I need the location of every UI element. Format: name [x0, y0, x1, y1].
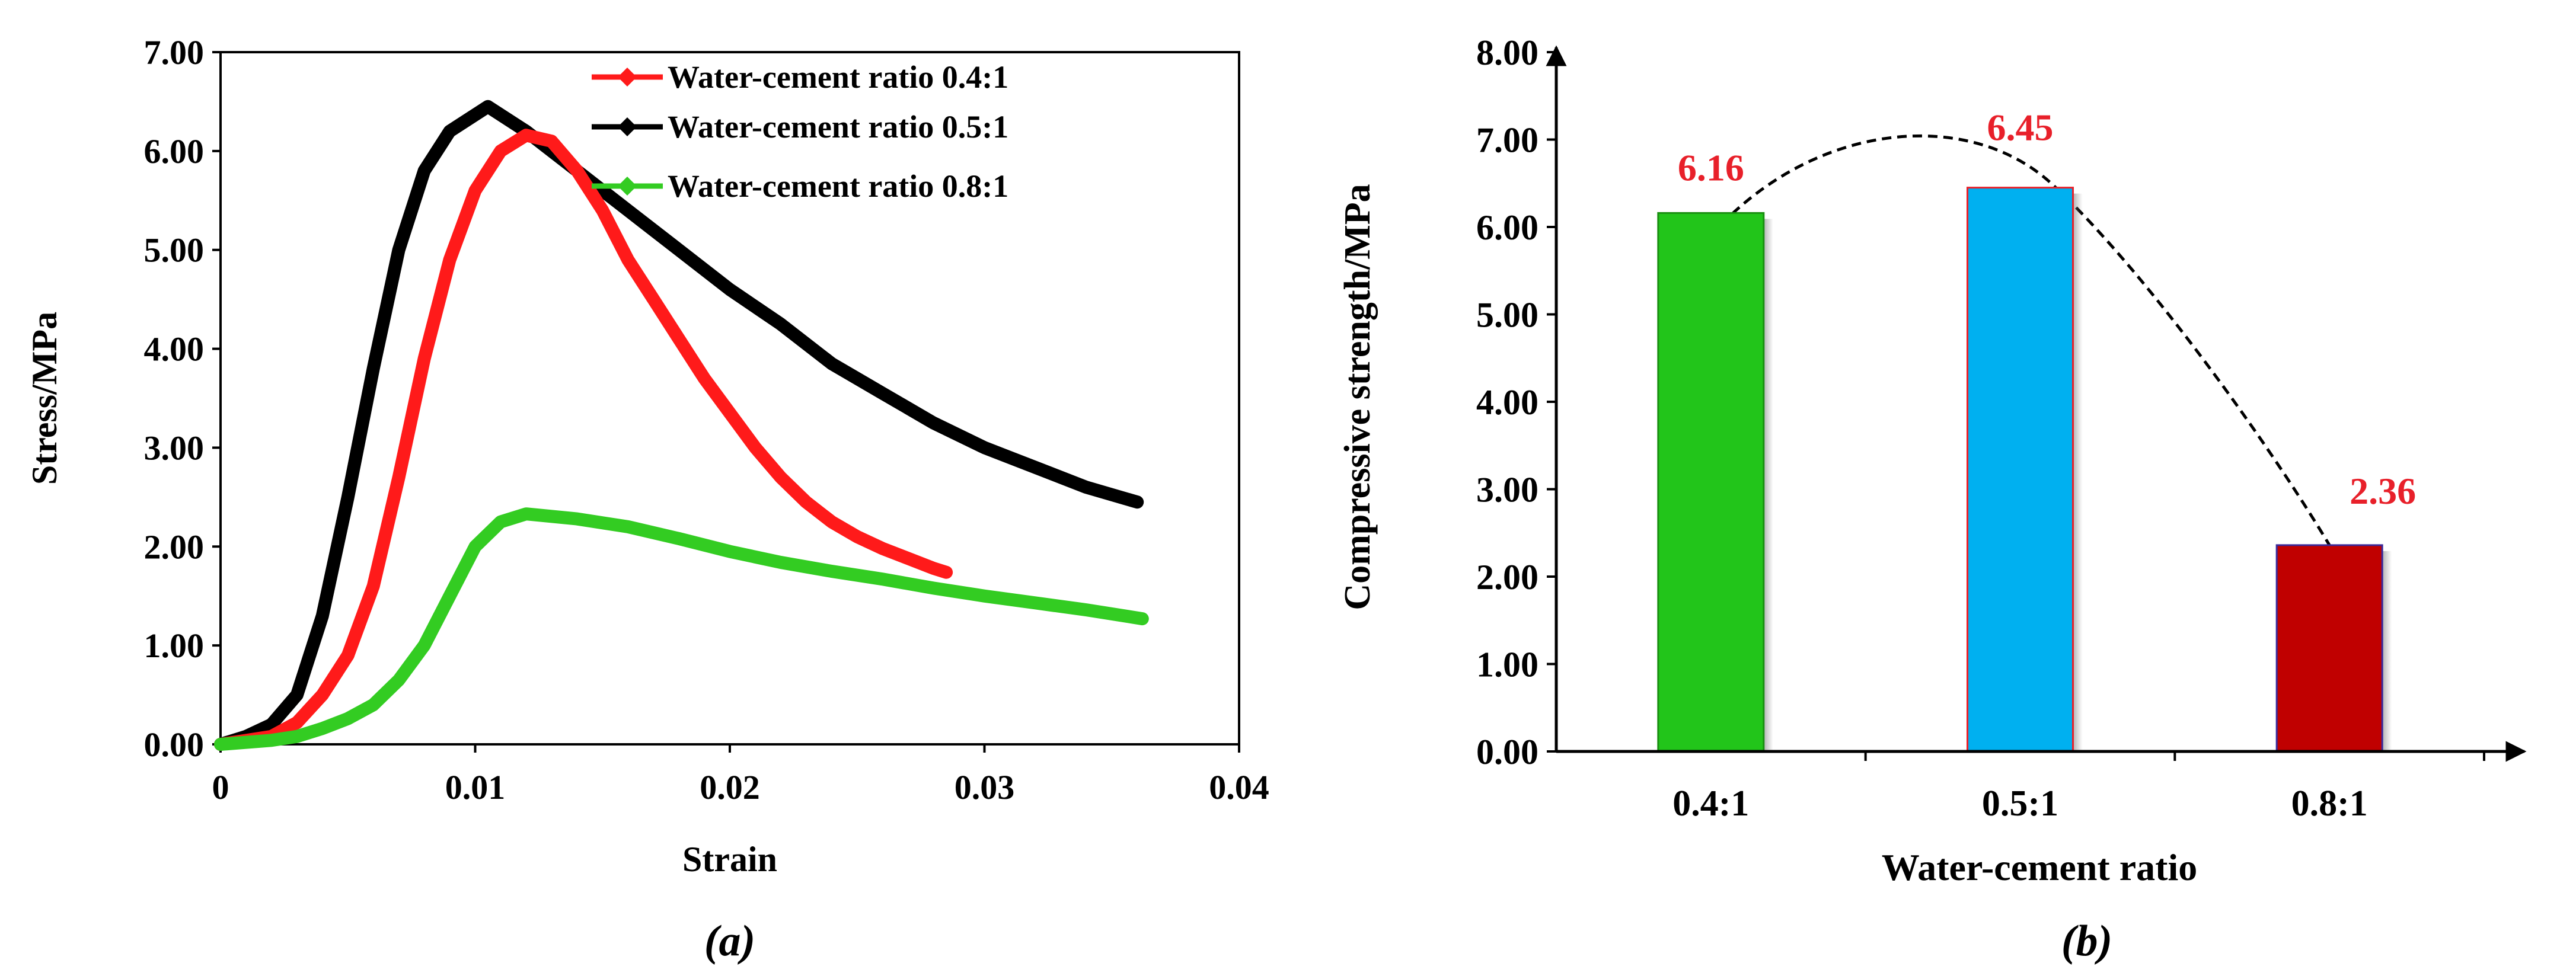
- y-tick-label: 4.00: [1476, 383, 1538, 422]
- y-ticks-a: 0.00 1.00 2.00 3.00 4.00 5.00 6.00 7.00: [144, 33, 221, 764]
- x-tick-label: 0.03: [955, 768, 1015, 807]
- y-tick-label: 5.00: [1476, 296, 1538, 335]
- legend-label: Water-cement ratio 0.4:1: [668, 59, 1008, 95]
- y-axis-title-b: Compressive strength/MPa: [1338, 184, 1378, 610]
- y-tick-label: 7.00: [144, 33, 205, 72]
- y-tick-label: 0.00: [144, 725, 205, 764]
- y-axis-title-a: Stress/MPa: [25, 312, 64, 485]
- y-tick-label: 6.00: [1476, 208, 1538, 247]
- trend-curve-line: [1709, 134, 2331, 546]
- plot-area-a: [219, 51, 1240, 746]
- y-tick-label: 2.00: [1476, 558, 1538, 597]
- y-tick-label: 6.00: [144, 132, 205, 171]
- x-ticks-a: 0 0.01 0.02 0.03 0.04: [212, 744, 1269, 807]
- bar-shadow: [2073, 193, 2083, 751]
- bar-0.4-1: [1657, 212, 1765, 753]
- value-label: 2.36: [2350, 470, 2416, 512]
- legend-marker: [618, 177, 637, 196]
- value-labels-b: 6.16 6.45 2.36: [1678, 107, 2416, 512]
- x-axis-title-a: Strain: [682, 840, 777, 879]
- panel-b: 0.00 1.00 2.00 3.00 4.00 5.00 6.00 7.00 8.00 6.1…: [1338, 33, 2527, 965]
- y-tick-label: 5.00: [144, 231, 205, 270]
- panel-label-b: (b): [2061, 917, 2112, 965]
- legend-entry-1: Water-cement ratio 0.4:1: [592, 59, 1008, 95]
- y-tick-label: 1.00: [1476, 645, 1538, 684]
- y-tick-label: 0.00: [1476, 732, 1538, 772]
- trend-curve: [1709, 134, 2331, 546]
- y-tick-label: 4.00: [144, 330, 205, 369]
- x-axis-title-b: Water-cement ratio: [1882, 846, 2197, 888]
- bars-b: [1657, 187, 2392, 753]
- bar-0.5-1: [1967, 187, 2074, 753]
- series-lines-a: [214, 100, 1149, 751]
- value-label: 6.45: [1987, 107, 2054, 149]
- legend-marker: [618, 117, 637, 136]
- legend-a: Water-cement ratio 0.4:1 Water-cement ra…: [592, 59, 1008, 204]
- panel-a: 0.00 1.00 2.00 3.00 4.00 5.00 6.00 7.00 0 0.01 0.…: [25, 33, 1269, 965]
- x-tick-label: 0: [212, 768, 229, 807]
- series-line-1: [214, 129, 953, 751]
- y-tick-label: 3.00: [144, 428, 205, 467]
- x-tick-label: 0.8:1: [2291, 783, 2368, 824]
- series-line-3: [214, 507, 1149, 751]
- x-ticks-b: 0.4:1 0.5:1 0.8:1: [1672, 751, 2485, 824]
- y-tick-label: 2.00: [144, 527, 205, 566]
- legend-entry-3: Water-cement ratio 0.8:1: [592, 168, 1008, 204]
- value-label: 6.16: [1678, 146, 1744, 188]
- bar-shadow: [2382, 551, 2392, 751]
- y-tick-label: 7.00: [1476, 121, 1538, 160]
- legend-label: Water-cement ratio 0.8:1: [668, 168, 1008, 204]
- y-tick-label: 8.00: [1476, 33, 1538, 72]
- x-tick-label: 0.01: [445, 768, 506, 807]
- x-tick-label: 0.4:1: [1672, 783, 1749, 824]
- x-tick-label: 0.04: [1209, 768, 1269, 807]
- x-tick-label: 0.02: [700, 768, 760, 807]
- legend-entry-2: Water-cement ratio 0.5:1: [592, 109, 1008, 145]
- y-tick-label: 1.00: [144, 626, 205, 665]
- panel-label-a: (a): [704, 917, 755, 965]
- x-tick-label: 0.5:1: [1982, 783, 2058, 824]
- y-tick-label: 3.00: [1476, 471, 1538, 510]
- legend-marker: [618, 68, 637, 87]
- y-ticks-b: 0.00 1.00 2.00 3.00 4.00 5.00 6.00 7.00 8.00: [1476, 33, 1556, 772]
- bar-0.8-1: [2275, 544, 2383, 753]
- bar-shadow: [1763, 219, 1773, 751]
- legend-label: Water-cement ratio 0.5:1: [668, 109, 1008, 145]
